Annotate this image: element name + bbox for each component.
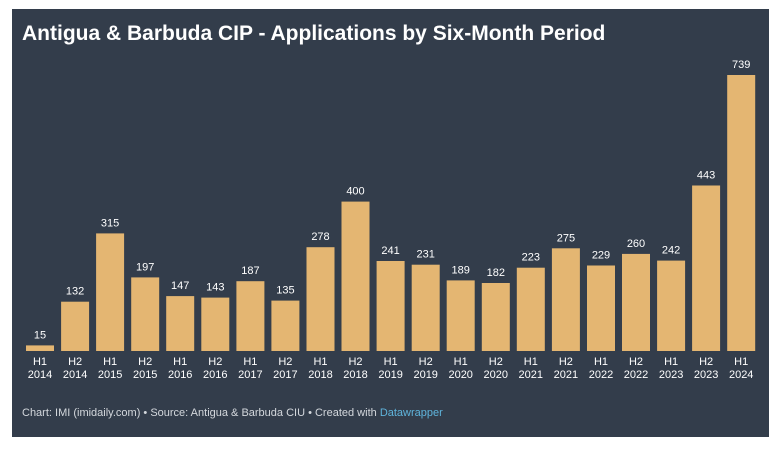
data-label: 147 <box>171 280 189 292</box>
tick-label-half: H2 <box>629 356 643 368</box>
tick-label-half: H2 <box>208 356 222 368</box>
data-label: 443 <box>697 170 715 182</box>
data-label: 400 <box>346 186 364 198</box>
tick-label-year: 2014 <box>63 369 87 381</box>
bar-H1-2021[interactable] <box>516 267 545 351</box>
tick-label-half: H2 <box>278 356 292 368</box>
tick-label-half: H1 <box>664 356 678 368</box>
tick-label-half: H1 <box>594 356 608 368</box>
chart-footer: Chart: IMI (imidaily.com) • Source: Anti… <box>22 407 443 419</box>
data-label: 241 <box>381 245 399 257</box>
tick-label-year: 2023 <box>694 369 718 381</box>
bar-H2-2018[interactable] <box>341 201 370 351</box>
tick-label-year: 2020 <box>448 369 472 381</box>
tick-label-year: 2020 <box>484 369 508 381</box>
footer-credit: Chart: IMI (imidaily.com) • Source: Anti… <box>22 407 380 419</box>
bar-H1-2022[interactable] <box>587 265 615 352</box>
data-label: 278 <box>311 231 329 243</box>
tick-label-year: 2018 <box>308 369 332 381</box>
bar-H2-2021[interactable] <box>551 248 580 351</box>
data-label: 197 <box>136 261 154 273</box>
bar-H1-2017[interactable] <box>236 281 265 351</box>
tick-label-year: 2017 <box>238 369 262 381</box>
bar-H1-2015[interactable] <box>96 233 125 351</box>
data-label: 135 <box>276 285 294 297</box>
tick-label-year: 2017 <box>273 369 297 381</box>
tick-label-half: H1 <box>734 356 748 368</box>
bar-H1-2020[interactable] <box>446 280 475 351</box>
bar-H1-2018[interactable] <box>306 247 335 351</box>
data-label: 231 <box>417 249 435 261</box>
tick-label-half: H2 <box>559 356 573 368</box>
tick-label-year: 2015 <box>133 369 157 381</box>
tick-label-year: 2014 <box>28 369 52 381</box>
chart-card: Antigua & Barbuda CIP - Applications by … <box>12 9 769 437</box>
tick-label-half: H2 <box>348 356 362 368</box>
data-label: 242 <box>662 245 680 257</box>
tick-label-year: 2016 <box>168 369 192 381</box>
tick-label-year: 2022 <box>589 369 613 381</box>
data-label: 260 <box>627 238 645 250</box>
tick-label-half: H2 <box>699 356 713 368</box>
data-label: 187 <box>241 265 259 277</box>
tick-label-half: H2 <box>489 356 503 368</box>
tick-label-year: 2015 <box>98 369 122 381</box>
tick-label-half: H1 <box>313 356 327 368</box>
tick-label-half: H2 <box>138 356 152 368</box>
tick-label-half: H1 <box>524 356 538 368</box>
data-label: 315 <box>101 217 119 229</box>
data-label: 182 <box>487 267 505 279</box>
bar-H2-2022[interactable] <box>622 253 650 351</box>
tick-label-year: 2024 <box>729 369 753 381</box>
tick-label-half: H2 <box>419 356 433 368</box>
data-label: 143 <box>206 282 224 294</box>
bar-H1-2014[interactable] <box>26 345 54 351</box>
data-label: 275 <box>557 232 575 244</box>
bar-chart: 15H12014132H22014315H12015197H22015147H1… <box>26 59 756 381</box>
data-label: 739 <box>732 59 750 71</box>
chart-title: Antigua & Barbuda CIP - Applications by … <box>22 22 606 45</box>
bar-H2-2014[interactable] <box>61 301 90 351</box>
bar-H2-2017[interactable] <box>271 300 300 351</box>
tick-label-half: H2 <box>68 356 82 368</box>
bar-H2-2016[interactable] <box>201 297 230 351</box>
tick-label-half: H1 <box>173 356 187 368</box>
tick-label-half: H1 <box>33 356 47 368</box>
tick-label-half: H1 <box>103 356 117 368</box>
bar-H2-2019[interactable] <box>411 264 440 351</box>
data-label: 229 <box>592 250 610 262</box>
bar-H1-2023[interactable] <box>657 260 686 351</box>
data-label: 15 <box>34 329 46 341</box>
data-label: 132 <box>66 286 84 298</box>
tick-label-year: 2021 <box>519 369 543 381</box>
bar-H1-2016[interactable] <box>166 296 195 351</box>
data-label: 223 <box>522 252 540 264</box>
datawrapper-link[interactable]: Datawrapper <box>379 407 443 419</box>
tick-label-year: 2022 <box>624 369 648 381</box>
data-label: 189 <box>452 264 470 276</box>
tick-label-year: 2018 <box>343 369 367 381</box>
bar-H2-2015[interactable] <box>131 277 160 351</box>
bar-H2-2023[interactable] <box>692 185 721 352</box>
tick-label-year: 2019 <box>413 369 437 381</box>
bar-H2-2020[interactable] <box>481 283 510 351</box>
tick-label-year: 2023 <box>659 369 683 381</box>
bar-H1-2024[interactable] <box>727 75 756 351</box>
tick-label-year: 2016 <box>203 369 227 381</box>
tick-label-half: H1 <box>243 356 257 368</box>
tick-label-year: 2021 <box>554 369 578 381</box>
tick-label-half: H1 <box>454 356 468 368</box>
bar-H1-2019[interactable] <box>376 261 405 351</box>
tick-label-year: 2019 <box>378 369 402 381</box>
tick-label-half: H1 <box>384 356 398 368</box>
